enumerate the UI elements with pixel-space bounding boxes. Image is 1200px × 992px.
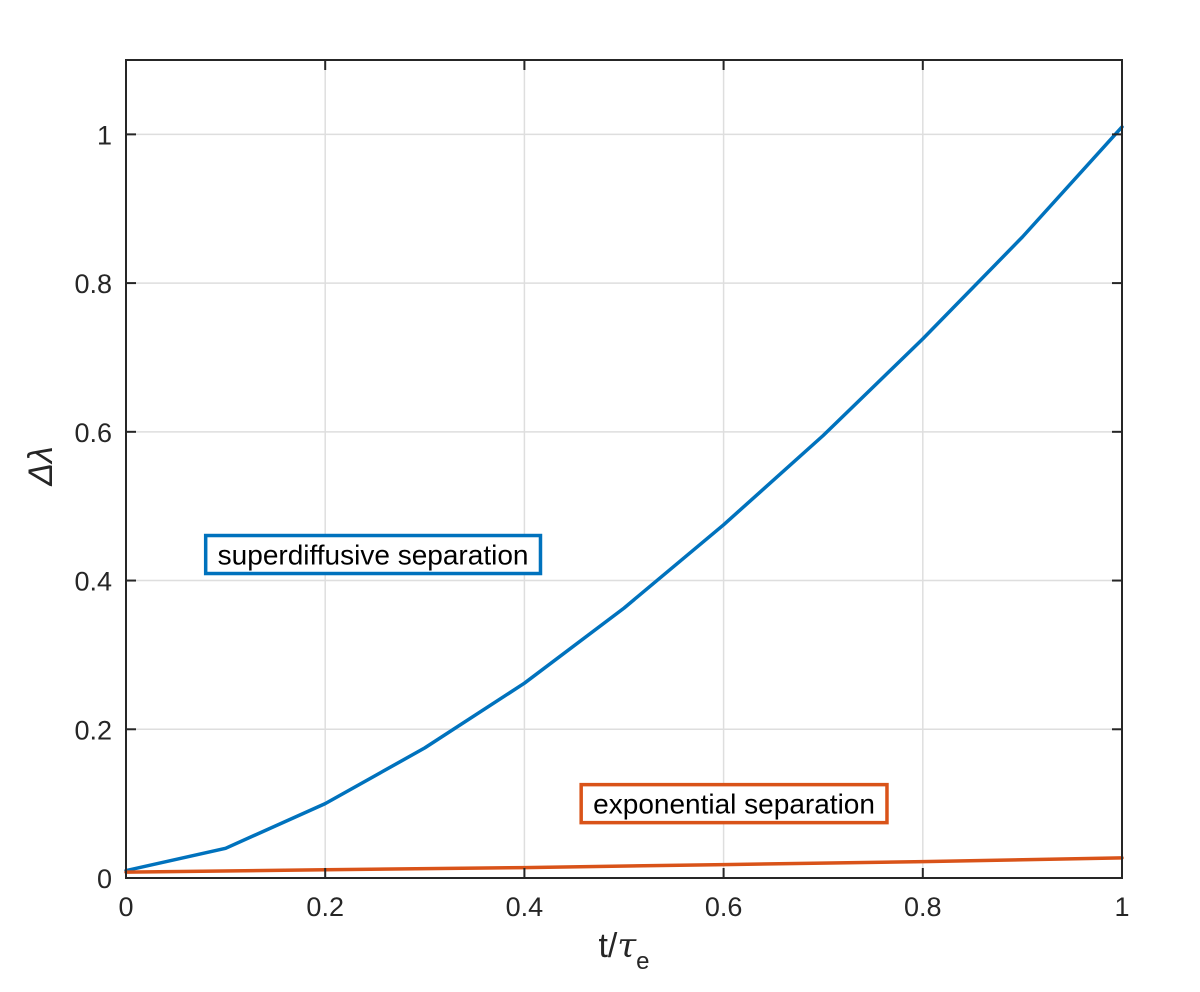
plot-area <box>126 60 1122 878</box>
y-tick-label: 0.2 <box>74 715 112 745</box>
x-axis-label-subscript: e <box>636 948 649 975</box>
x-tick-label: 0.8 <box>904 892 942 922</box>
annotation-1: superdiffusive separation <box>203 533 543 576</box>
x-tick-label: 0.4 <box>506 892 544 922</box>
x-axis-label: t/τe <box>598 926 649 975</box>
annotation-text: superdiffusive separation <box>218 540 529 571</box>
y-tick-label: 1 <box>97 120 112 150</box>
y-axis-label: Δλ <box>22 446 60 487</box>
annotation-text: exponential separation <box>593 789 875 820</box>
series-line-1 <box>124 125 1124 873</box>
annotation-2: exponential separation <box>579 782 889 825</box>
x-tick-label: 1 <box>1114 892 1129 922</box>
x-tick-label: 0.6 <box>705 892 743 922</box>
series-line-2 <box>124 856 1124 874</box>
annotation-box <box>203 533 543 576</box>
x-axis-label-main: t/ <box>598 927 617 965</box>
grid <box>126 60 1122 878</box>
x-tick-label: 0 <box>118 892 133 922</box>
x-axis-label-greek: τ <box>617 926 637 966</box>
ticks: 0 0.2 0.4 0.6 0.8 1 0 0.2 0.4 0.6 0.8 1 <box>74 60 1130 922</box>
annotation-box <box>579 782 889 825</box>
y-tick-label: 0.4 <box>74 567 112 597</box>
plot-frame <box>125 59 1123 879</box>
series-lines <box>124 125 1124 874</box>
y-tick-label: 0.6 <box>74 418 112 448</box>
x-tick-label: 0.2 <box>306 892 344 922</box>
annotations: superdiffusive separation exponential sep… <box>203 533 889 825</box>
y-tick-label: 0 <box>97 864 112 894</box>
y-tick-label: 0.8 <box>74 269 112 299</box>
